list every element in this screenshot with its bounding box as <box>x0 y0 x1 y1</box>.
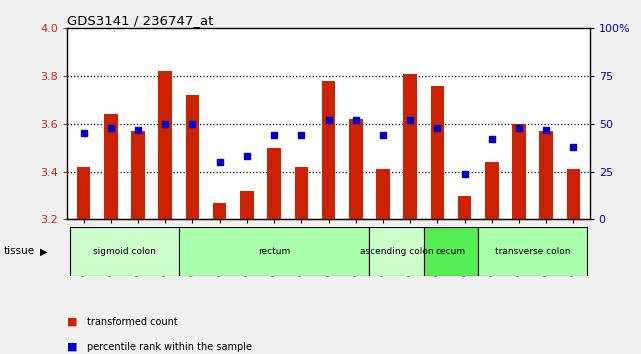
Bar <box>485 162 499 219</box>
Text: rectum: rectum <box>258 247 290 256</box>
Point <box>351 117 361 123</box>
Point <box>78 131 88 136</box>
Point <box>269 132 279 138</box>
Point <box>378 132 388 138</box>
Bar <box>424 227 478 276</box>
Bar <box>186 95 199 219</box>
Text: cecum: cecum <box>436 247 466 256</box>
Text: ▶: ▶ <box>40 246 48 256</box>
Text: ■: ■ <box>67 317 78 327</box>
Point <box>160 121 171 127</box>
Text: sigmoid colon: sigmoid colon <box>93 247 156 256</box>
Bar <box>77 167 90 219</box>
Bar <box>349 119 363 219</box>
Bar <box>179 227 369 276</box>
Bar <box>458 195 471 219</box>
Point <box>432 125 442 131</box>
Bar <box>369 227 424 276</box>
Bar <box>104 114 118 219</box>
Bar <box>294 167 308 219</box>
Bar <box>376 169 390 219</box>
Bar <box>322 81 335 219</box>
Bar <box>512 124 526 219</box>
Point <box>296 132 306 138</box>
Point <box>324 117 334 123</box>
Text: ascending colon: ascending colon <box>360 247 433 256</box>
Point <box>242 154 252 159</box>
Point <box>487 136 497 142</box>
Point <box>106 125 116 131</box>
Bar <box>431 86 444 219</box>
Point <box>187 121 197 127</box>
Bar <box>213 203 226 219</box>
Text: transformed count: transformed count <box>87 317 178 327</box>
Bar <box>240 191 254 219</box>
Text: GDS3141 / 236747_at: GDS3141 / 236747_at <box>67 14 213 27</box>
Point <box>514 125 524 131</box>
Text: percentile rank within the sample: percentile rank within the sample <box>87 342 251 352</box>
Text: transverse colon: transverse colon <box>495 247 570 256</box>
Bar <box>478 227 587 276</box>
Bar <box>539 131 553 219</box>
Point <box>133 127 143 132</box>
Bar <box>403 74 417 219</box>
Point <box>460 171 470 176</box>
Bar <box>567 169 580 219</box>
Point <box>569 144 579 150</box>
Text: ■: ■ <box>67 342 78 352</box>
Point <box>215 159 225 165</box>
Point <box>541 127 551 132</box>
Bar <box>70 227 179 276</box>
Text: tissue: tissue <box>3 246 35 256</box>
Bar <box>267 148 281 219</box>
Point <box>405 117 415 123</box>
Bar <box>131 131 145 219</box>
Bar <box>158 71 172 219</box>
